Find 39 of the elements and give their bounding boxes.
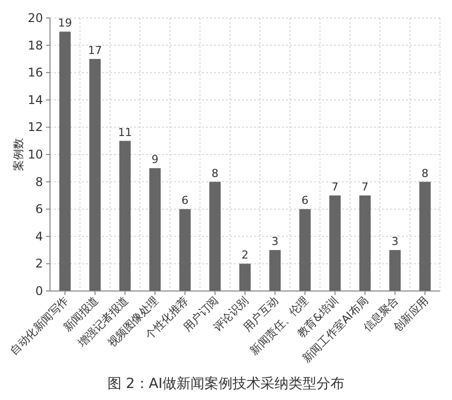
bar — [359, 195, 371, 291]
data-label: 17 — [88, 44, 102, 57]
bar — [89, 58, 101, 291]
bar — [419, 182, 431, 291]
y-tick-label: 16 — [28, 66, 43, 80]
bar — [329, 195, 341, 291]
y-tick-label: 8 — [35, 174, 43, 189]
y-tick-label: 18 — [28, 38, 43, 52]
bar — [149, 168, 161, 291]
y-tick-label: 14 — [28, 92, 43, 107]
y-tick-label: 12 — [28, 120, 43, 134]
bar — [119, 140, 131, 291]
y-tick-label: 4 — [35, 229, 43, 244]
data-label: 7 — [362, 180, 368, 194]
y-axis-title: 案例数 — [12, 138, 25, 171]
data-label: 3 — [272, 235, 278, 248]
y-tick-label: 20 — [28, 11, 43, 25]
y-tick-label: 10 — [28, 148, 43, 162]
data-label: 3 — [392, 235, 398, 248]
bar — [179, 209, 191, 291]
data-label: 6 — [182, 194, 188, 208]
data-label: 2 — [242, 248, 248, 262]
y-tick-label: 0 — [35, 284, 43, 298]
data-label: 19 — [58, 16, 72, 30]
data-label: 9 — [152, 153, 158, 166]
data-label: 8 — [212, 166, 218, 180]
bar — [269, 250, 281, 291]
bar — [239, 264, 251, 291]
y-tick-label: 6 — [35, 202, 43, 216]
data-label: 6 — [302, 194, 308, 208]
data-label: 7 — [332, 180, 338, 194]
y-tick-label: 2 — [35, 256, 43, 271]
data-label: 11 — [118, 126, 132, 139]
text: 图 2：AI做新闻案例技术采纳类型分布 — [107, 375, 345, 392]
bar — [209, 182, 221, 291]
bar — [59, 32, 71, 291]
bar — [389, 250, 401, 291]
data-label: 8 — [422, 166, 428, 180]
bar — [299, 209, 311, 291]
